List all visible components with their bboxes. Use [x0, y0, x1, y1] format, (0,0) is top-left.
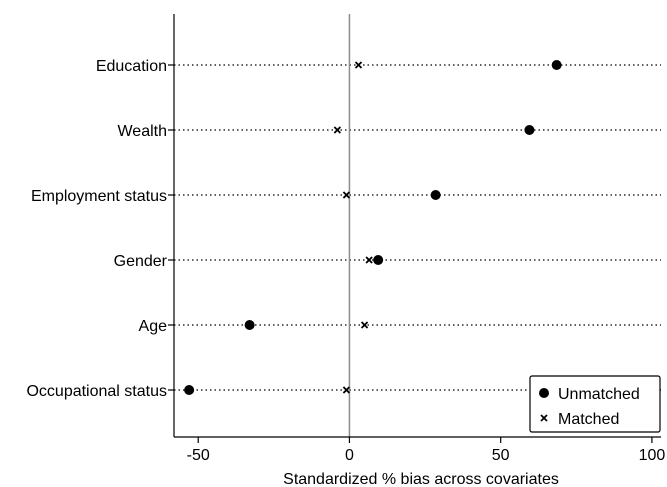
gridlines	[174, 64, 661, 391]
unmatched-point	[524, 125, 535, 135]
matched-point	[365, 256, 373, 264]
x-stroke	[540, 414, 548, 422]
legend-label: Matched	[558, 411, 619, 428]
category-label: Wealth	[117, 123, 167, 140]
x-tick-label: 0	[345, 447, 354, 464]
x-ticks: -50 0 50 100	[187, 437, 666, 464]
category-label: Gender	[114, 253, 168, 270]
unmatched-point	[373, 255, 384, 265]
matched-point	[342, 191, 351, 199]
legend: Unmatched Matched	[529, 375, 661, 433]
unmatched-point	[551, 60, 562, 70]
x-stroke	[360, 321, 369, 329]
category-label: Employment status	[31, 188, 167, 205]
legend-label: Unmatched	[558, 386, 640, 403]
unmatched-point	[430, 190, 441, 200]
x-axis-title: Standardized % bias across covariates	[283, 471, 559, 487]
unmatched-point	[184, 385, 195, 395]
x-tick-label: 100	[639, 447, 666, 464]
legend-box	[529, 375, 661, 433]
x-stroke	[333, 126, 341, 134]
x-stroke	[342, 191, 351, 199]
x-stroke	[365, 256, 373, 264]
data-marks	[184, 60, 562, 395]
category-label: Age	[139, 318, 168, 335]
category-label: Occupational status	[26, 383, 167, 400]
x-tick-label: -50	[187, 447, 210, 464]
x-stroke	[354, 61, 363, 69]
x-stroke	[342, 386, 351, 394]
matched-point	[354, 61, 363, 69]
matched-point	[360, 321, 369, 329]
legend-marker	[540, 414, 548, 422]
category-labels: Education Wealth Employment status Gender Ag…	[26, 58, 174, 400]
x-tick-label: 50	[492, 447, 510, 464]
matched-point	[342, 386, 351, 394]
category-label: Education	[96, 58, 167, 75]
unmatched-point	[244, 320, 255, 330]
legend-marker	[539, 388, 549, 398]
matched-point	[333, 126, 341, 134]
